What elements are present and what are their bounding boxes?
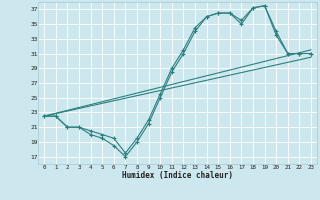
- X-axis label: Humidex (Indice chaleur): Humidex (Indice chaleur): [122, 171, 233, 180]
